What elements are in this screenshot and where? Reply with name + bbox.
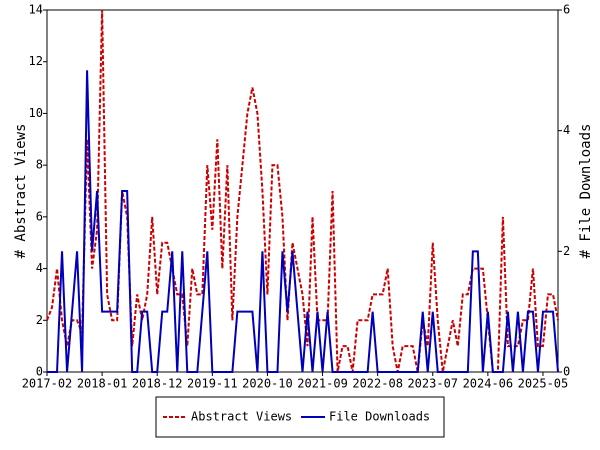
y-tick-label: 4 bbox=[36, 261, 43, 275]
legend-label: Abstract Views bbox=[191, 410, 292, 424]
y-axis-label: # Abstract Views bbox=[13, 124, 29, 259]
y-tick-label: 6 bbox=[36, 209, 43, 223]
y-tick-label: 12 bbox=[29, 54, 43, 68]
y-tick-label: 10 bbox=[29, 106, 43, 120]
x-tick-label: 2025-05 bbox=[518, 377, 569, 391]
x-tick-label: 2017-02 bbox=[22, 377, 73, 391]
y-tick-label: 2 bbox=[36, 313, 43, 327]
x-tick-label: 2024-06 bbox=[463, 377, 514, 391]
y-tick-label: 8 bbox=[36, 158, 43, 172]
y2-tick-label: 4 bbox=[563, 123, 570, 137]
y-tick-label: 0 bbox=[36, 365, 43, 379]
y-tick-label: 14 bbox=[29, 3, 43, 17]
x-tick-label: 2018-12 bbox=[132, 377, 183, 391]
y2-tick-label: 6 bbox=[563, 3, 570, 17]
y2-axis-label: # File Downloads bbox=[578, 124, 594, 259]
x-tick-label: 2022-08 bbox=[352, 377, 403, 391]
x-tick-label: 2020-10 bbox=[242, 377, 293, 391]
y2-tick-label: 2 bbox=[563, 244, 570, 258]
x-tick-label: 2021-09 bbox=[297, 377, 348, 391]
series-line bbox=[47, 70, 559, 373]
x-tick-label: 2018-01 bbox=[77, 377, 128, 391]
y2-tick-label: 0 bbox=[563, 365, 570, 379]
x-tick-label: 2023-07 bbox=[407, 377, 458, 391]
legend-box bbox=[155, 396, 445, 438]
legend-label: File Downloads bbox=[329, 410, 430, 424]
x-tick-label: 2019-11 bbox=[187, 377, 238, 391]
